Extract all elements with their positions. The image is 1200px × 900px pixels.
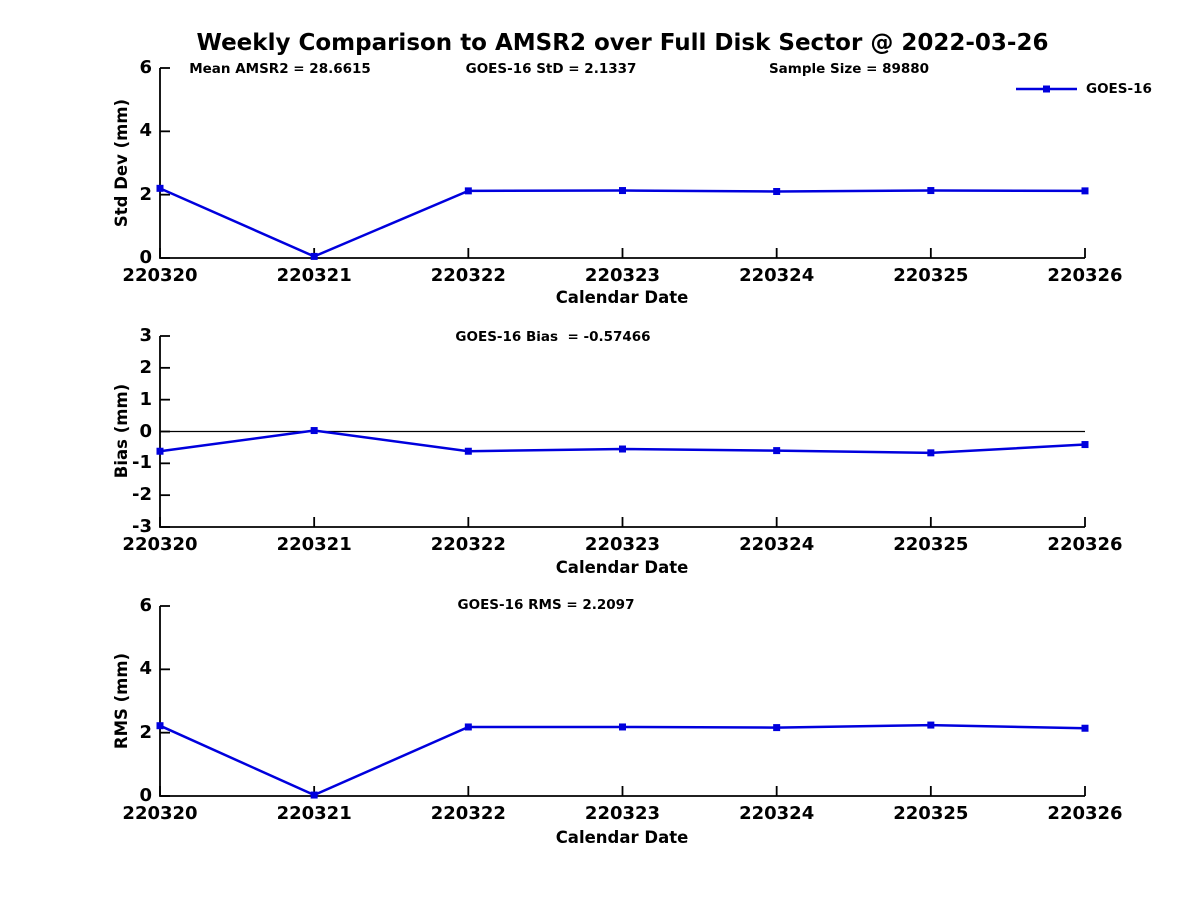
x-tick-label: 220323 — [584, 265, 661, 286]
data-point-marker — [1081, 441, 1089, 449]
y-tick-label: 4 — [139, 658, 152, 680]
data-point-marker — [619, 187, 626, 195]
data-point-marker — [464, 723, 472, 731]
annotation-goes16-rms: GOES-16 RMS = 2.2097 — [457, 597, 635, 613]
axes-spines — [159, 68, 1085, 259]
y-tick-label: 0 — [139, 247, 152, 268]
y-tick-label: -1 — [132, 452, 152, 474]
x-tick-label: 220323 — [584, 534, 661, 555]
x-tick-label: 220325 — [893, 534, 969, 555]
x-tick-label: 220320 — [122, 265, 198, 286]
data-point-marker — [927, 187, 935, 195]
y-tick-label: 4 — [139, 120, 152, 142]
x-tick-label: 220324 — [739, 265, 815, 286]
x-tick-label: 220326 — [1047, 534, 1123, 555]
data-point-marker — [1081, 724, 1089, 732]
y-tick-label: 2 — [139, 183, 152, 205]
y-tick-label: -3 — [132, 516, 152, 537]
annotation-goes16-bias: GOES-16 Bias = -0.57466 — [455, 329, 651, 345]
x-axis-label: Calendar Date — [555, 828, 689, 847]
data-point-marker — [310, 791, 318, 799]
data-line — [159, 723, 1086, 797]
x-tick-label: 220326 — [1047, 265, 1123, 286]
annotation-mean-amsr2: Mean AMSR2 = 28.6615 — [189, 61, 371, 77]
x-tick-label: 220325 — [893, 803, 969, 824]
x-tick-label: 220322 — [430, 803, 506, 824]
x-tick-label: 220320 — [122, 803, 198, 824]
data-point-marker — [927, 449, 935, 457]
y-tick-label: 2 — [139, 721, 152, 743]
x-tick-label: 220326 — [1047, 803, 1123, 824]
y-tick-label: 1 — [139, 388, 152, 410]
x-tick-label: 220322 — [430, 265, 506, 286]
y-tick-label: 0 — [139, 785, 152, 806]
x-tick-label: 220321 — [276, 534, 352, 555]
x-tick-label: 220322 — [430, 534, 506, 555]
y-tick-label: -2 — [132, 484, 152, 506]
y-tick-label: 6 — [139, 57, 152, 78]
x-axis-label: Calendar Date — [555, 558, 689, 577]
legend-label: GOES-16 — [1086, 81, 1152, 97]
data-point-marker — [156, 447, 164, 455]
page-title: Weekly Comparison to AMSR2 over Full Dis… — [196, 30, 1049, 56]
data-point-marker — [773, 447, 781, 455]
x-tick-label: 220325 — [893, 265, 969, 286]
data-point-marker — [310, 252, 318, 260]
data-point-marker — [1081, 187, 1089, 195]
data-point-marker — [464, 447, 472, 455]
x-tick-label: 220321 — [276, 803, 352, 824]
data-point-marker — [310, 427, 318, 435]
data-point-marker — [156, 722, 164, 730]
data-point-marker — [619, 445, 626, 453]
data-point-marker — [619, 723, 626, 731]
data-point-marker — [156, 184, 164, 192]
data-point-marker — [773, 188, 781, 195]
x-tick-label: 220324 — [739, 803, 815, 824]
axes-spines — [159, 336, 1085, 528]
y-tick-label: 0 — [139, 420, 152, 442]
annotation-goes16-std: GOES-16 StD = 2.1337 — [465, 61, 637, 77]
data-point-marker — [464, 187, 472, 195]
y-tick-label: 3 — [139, 325, 152, 346]
legend-marker — [1043, 85, 1050, 93]
x-axis-label: Calendar Date — [555, 288, 689, 307]
y-tick-label: 6 — [139, 595, 152, 616]
data-point-marker — [773, 724, 781, 732]
x-tick-label: 220324 — [739, 534, 815, 555]
x-tick-label: 220320 — [122, 534, 198, 555]
x-tick-label: 220321 — [276, 265, 352, 286]
data-point-marker — [927, 721, 935, 729]
axes-spines — [159, 606, 1085, 797]
x-tick-label: 220323 — [584, 803, 661, 824]
y-tick-label: 2 — [139, 356, 152, 378]
annotation-sample-size: Sample Size = 89880 — [768, 61, 930, 77]
